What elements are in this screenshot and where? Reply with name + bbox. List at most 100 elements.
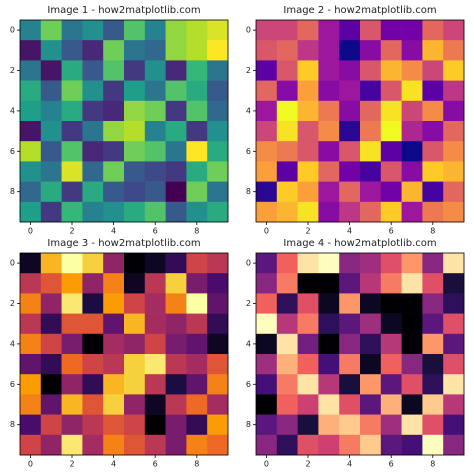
heatmap-cell — [401, 121, 423, 142]
heatmap-cell — [339, 161, 361, 182]
heatmap-cell — [297, 333, 319, 355]
heatmap-cell — [124, 141, 146, 162]
heatmap-cell — [401, 181, 423, 203]
y-tick-label: 6 — [246, 147, 251, 156]
heatmap-cell — [207, 141, 229, 162]
heatmap-cell — [124, 201, 146, 223]
heatmap-cell — [276, 161, 298, 182]
heatmap-cell — [20, 434, 42, 456]
heatmap-cell — [207, 253, 229, 274]
heatmap-cell — [339, 201, 361, 223]
heatmap-cell — [82, 121, 104, 142]
heatmap-cell — [318, 273, 340, 294]
heatmap-cell — [61, 141, 83, 162]
heatmap-cell — [256, 121, 278, 142]
y-tick-label: 0 — [10, 26, 15, 35]
heatmap-cell — [401, 20, 423, 41]
heatmap-cell — [276, 273, 298, 294]
heatmap-cell — [401, 253, 423, 274]
heatmap-cell — [165, 374, 187, 395]
heatmap-cell — [256, 374, 278, 395]
heatmap-cell — [276, 253, 298, 274]
heatmap-cell — [124, 333, 146, 355]
heatmap-cell — [103, 434, 125, 456]
heatmap-cell — [297, 121, 319, 142]
heatmap-cell — [124, 20, 146, 41]
axes-frame — [19, 252, 229, 456]
heatmap-cell — [20, 201, 42, 223]
heatmap-cell — [339, 141, 361, 162]
heatmap-cell — [186, 273, 208, 294]
heatmap-cell — [276, 141, 298, 162]
heatmap-cell — [144, 141, 166, 162]
heatmap-cell — [103, 313, 125, 335]
heatmap-cell — [207, 273, 229, 294]
heatmap-cell — [61, 100, 83, 122]
heatmap-cell — [207, 414, 229, 436]
heatmap-cell — [380, 181, 402, 203]
heatmap-cell — [124, 181, 146, 203]
chart-title: Image 4 - how2matplotlib.com — [283, 238, 436, 249]
heatmap-cell — [207, 161, 229, 182]
heatmap-cell — [401, 374, 423, 395]
heatmap-cell — [297, 293, 319, 314]
heatmap-cell — [422, 60, 444, 81]
heatmap-cell — [207, 181, 229, 203]
heatmap-cell — [401, 141, 423, 162]
x-tick-label: 4 — [347, 460, 352, 469]
heatmap-cell — [339, 253, 361, 274]
heatmap-cell — [443, 253, 465, 274]
y-tick-label: 8 — [10, 420, 15, 429]
heatmap-cell — [443, 313, 465, 335]
heatmap-cell — [422, 20, 444, 41]
heatmap-cell — [103, 141, 125, 162]
heatmap-cell — [103, 181, 125, 203]
heatmap-cell — [318, 414, 340, 436]
heatmap-cell — [360, 253, 382, 274]
axes-frame — [255, 252, 465, 456]
x-tick-label: 0 — [28, 227, 33, 236]
heatmap-cell — [124, 293, 146, 314]
heatmap-cell — [318, 80, 340, 102]
heatmap-cell — [40, 434, 62, 456]
heatmap-cell — [186, 60, 208, 81]
heatmap-cell — [61, 60, 83, 81]
heatmap-cell — [61, 333, 83, 355]
heatmap-cell — [443, 141, 465, 162]
heatmap-cell — [401, 40, 423, 61]
heatmap-cell — [103, 273, 125, 294]
heatmap-cell — [339, 354, 361, 375]
heatmap-cell — [186, 434, 208, 456]
heatmap-cell — [103, 293, 125, 314]
heatmap-cell — [61, 201, 83, 223]
heatmap-cell — [360, 60, 382, 81]
heatmap-cell — [82, 354, 104, 375]
heatmap-cell — [124, 273, 146, 294]
heatmap-cell — [207, 354, 229, 375]
heatmap-cell — [443, 374, 465, 395]
heatmap-cell — [165, 414, 187, 436]
heatmap-cell — [256, 40, 278, 61]
heatmap-cell — [103, 333, 125, 355]
x-tick-label: 8 — [430, 460, 435, 469]
heatmap-cell — [61, 20, 83, 41]
heatmap-cell — [380, 434, 402, 456]
x-tick-label: 4 — [347, 227, 352, 236]
heatmap-cell — [443, 161, 465, 182]
heatmap-cell — [82, 394, 104, 415]
heatmap-cell — [380, 60, 402, 81]
heatmap-cell — [443, 40, 465, 61]
heatmap-cell — [144, 253, 166, 274]
heatmap-cell — [61, 313, 83, 335]
heatmap-cell — [256, 20, 278, 41]
heatmap-cell — [103, 394, 125, 415]
heatmap-cell — [124, 434, 146, 456]
heatmap-cell — [256, 434, 278, 456]
heatmap-cell — [276, 201, 298, 223]
heatmap-cell — [297, 354, 319, 375]
heatmap-cell — [297, 40, 319, 61]
heatmap-cell — [318, 293, 340, 314]
x-tick-label: 0 — [264, 460, 269, 469]
heatmap-cell — [82, 201, 104, 223]
heatmap-cell — [124, 374, 146, 395]
